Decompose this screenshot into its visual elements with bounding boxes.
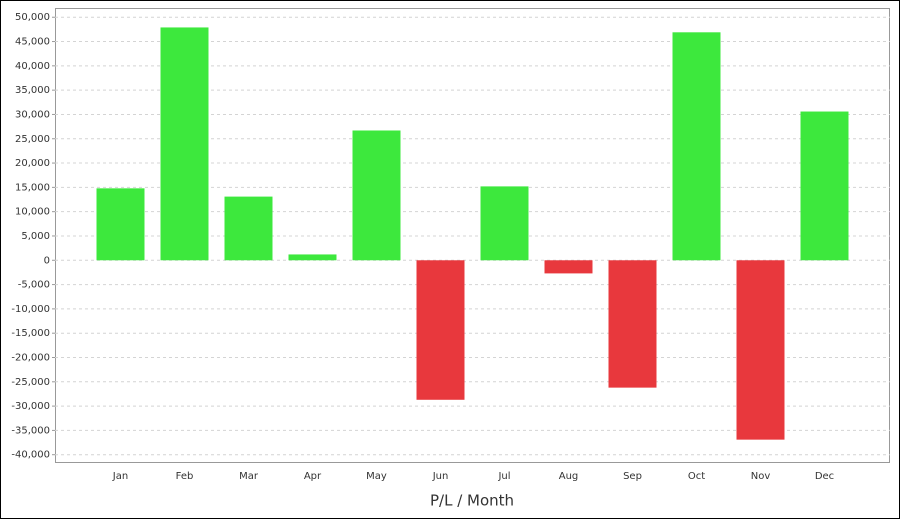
y-tick-label: 40,000: [15, 61, 50, 72]
bar: [96, 188, 145, 261]
bar: [608, 260, 657, 388]
x-tick-label: Apr: [304, 471, 322, 482]
x-tick-label: Jul: [497, 471, 510, 482]
bar: [480, 186, 529, 261]
x-tick-label: Jun: [432, 471, 449, 482]
x-tick-label: Oct: [688, 471, 705, 482]
chart-title: P/L / Month: [430, 492, 514, 510]
x-tick-label: May: [366, 471, 387, 482]
y-tick-label: 50,000: [15, 12, 50, 23]
x-tick-label: Nov: [751, 471, 771, 482]
y-tick-label: 20,000: [15, 158, 50, 169]
bar: [224, 196, 273, 261]
y-tick-label: -25,000: [11, 377, 50, 388]
x-tick-label: Dec: [815, 471, 834, 482]
y-tick-label: 25,000: [15, 134, 50, 145]
x-tick-label: Feb: [176, 471, 194, 482]
y-tick-label: -10,000: [11, 304, 50, 315]
y-tick-label: -40,000: [11, 450, 50, 461]
y-tick-label: -15,000: [11, 328, 50, 339]
y-tick-label: -30,000: [11, 401, 50, 412]
bar: [416, 260, 465, 400]
y-tick-label: 30,000: [15, 109, 50, 120]
bar: [736, 260, 785, 440]
x-tick-label: Sep: [623, 471, 642, 482]
y-tick-label: 5,000: [21, 231, 50, 242]
x-tick-label: Mar: [239, 471, 259, 482]
y-tick-label: 45,000: [15, 37, 50, 48]
bar: [288, 254, 337, 261]
bar: [800, 111, 849, 261]
x-tick-label: Jan: [112, 471, 128, 482]
x-tick-label: Aug: [559, 471, 579, 482]
bar: [672, 32, 721, 261]
bar: [544, 260, 593, 274]
y-tick-label: 15,000: [15, 182, 50, 193]
y-tick-label: 0: [44, 255, 50, 266]
bar: [160, 27, 209, 261]
y-tick-label: -20,000: [11, 352, 50, 363]
y-tick-label: 35,000: [15, 85, 50, 96]
y-tick-label: 10,000: [15, 207, 50, 218]
y-tick-label: -5,000: [18, 280, 50, 291]
bar: [352, 130, 401, 261]
y-tick-label: -35,000: [11, 425, 50, 436]
